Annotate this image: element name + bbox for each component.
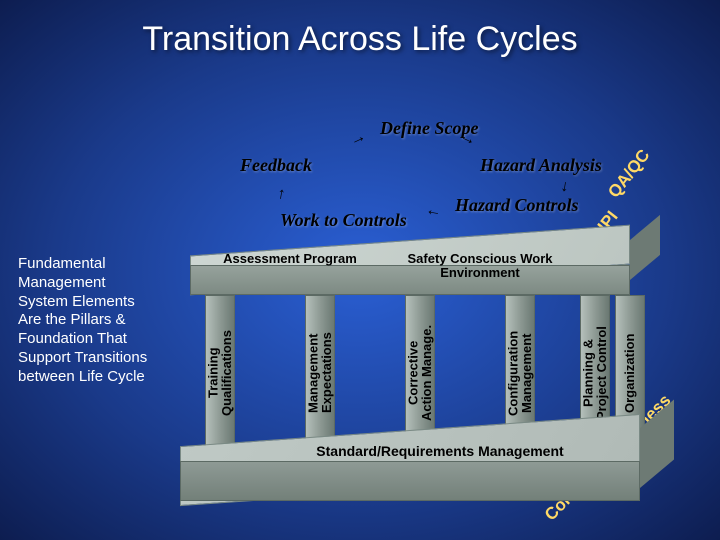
arrow-icon: →: [270, 185, 291, 204]
base-side: [640, 399, 674, 488]
base-front: [180, 461, 640, 501]
side-caption: Fundamental Management System Elements A…: [18, 255, 158, 386]
diag-qaqc: QA/QC: [604, 146, 654, 202]
cycle-work-to-controls: Work to Controls: [280, 210, 407, 231]
pillar-label: Training Qualifications: [202, 298, 238, 448]
arrow-icon: →: [424, 204, 443, 225]
roof-label-right: Safety Conscious Work Environment: [380, 252, 580, 279]
building-diagram: Training Qualifications Management Expec…: [180, 230, 650, 510]
pillar-label: Management Expectations: [302, 298, 338, 448]
page-title: Transition Across Life Cycles: [0, 20, 720, 59]
cycle-feedback: Feedback: [240, 155, 312, 176]
pillar-label: Corrective Action Manage.: [402, 298, 438, 448]
roof-side: [630, 215, 660, 280]
roof-label-left: Assessment Program: [220, 252, 360, 266]
arrow-icon: →: [556, 178, 577, 197]
base-label: Standard/Requirements Management: [300, 444, 580, 459]
arrow-icon: →: [347, 127, 369, 150]
cycle-hazard-analysis: Hazard Analysis: [480, 155, 602, 176]
cycle-hazard-controls: Hazard Controls: [455, 195, 579, 216]
